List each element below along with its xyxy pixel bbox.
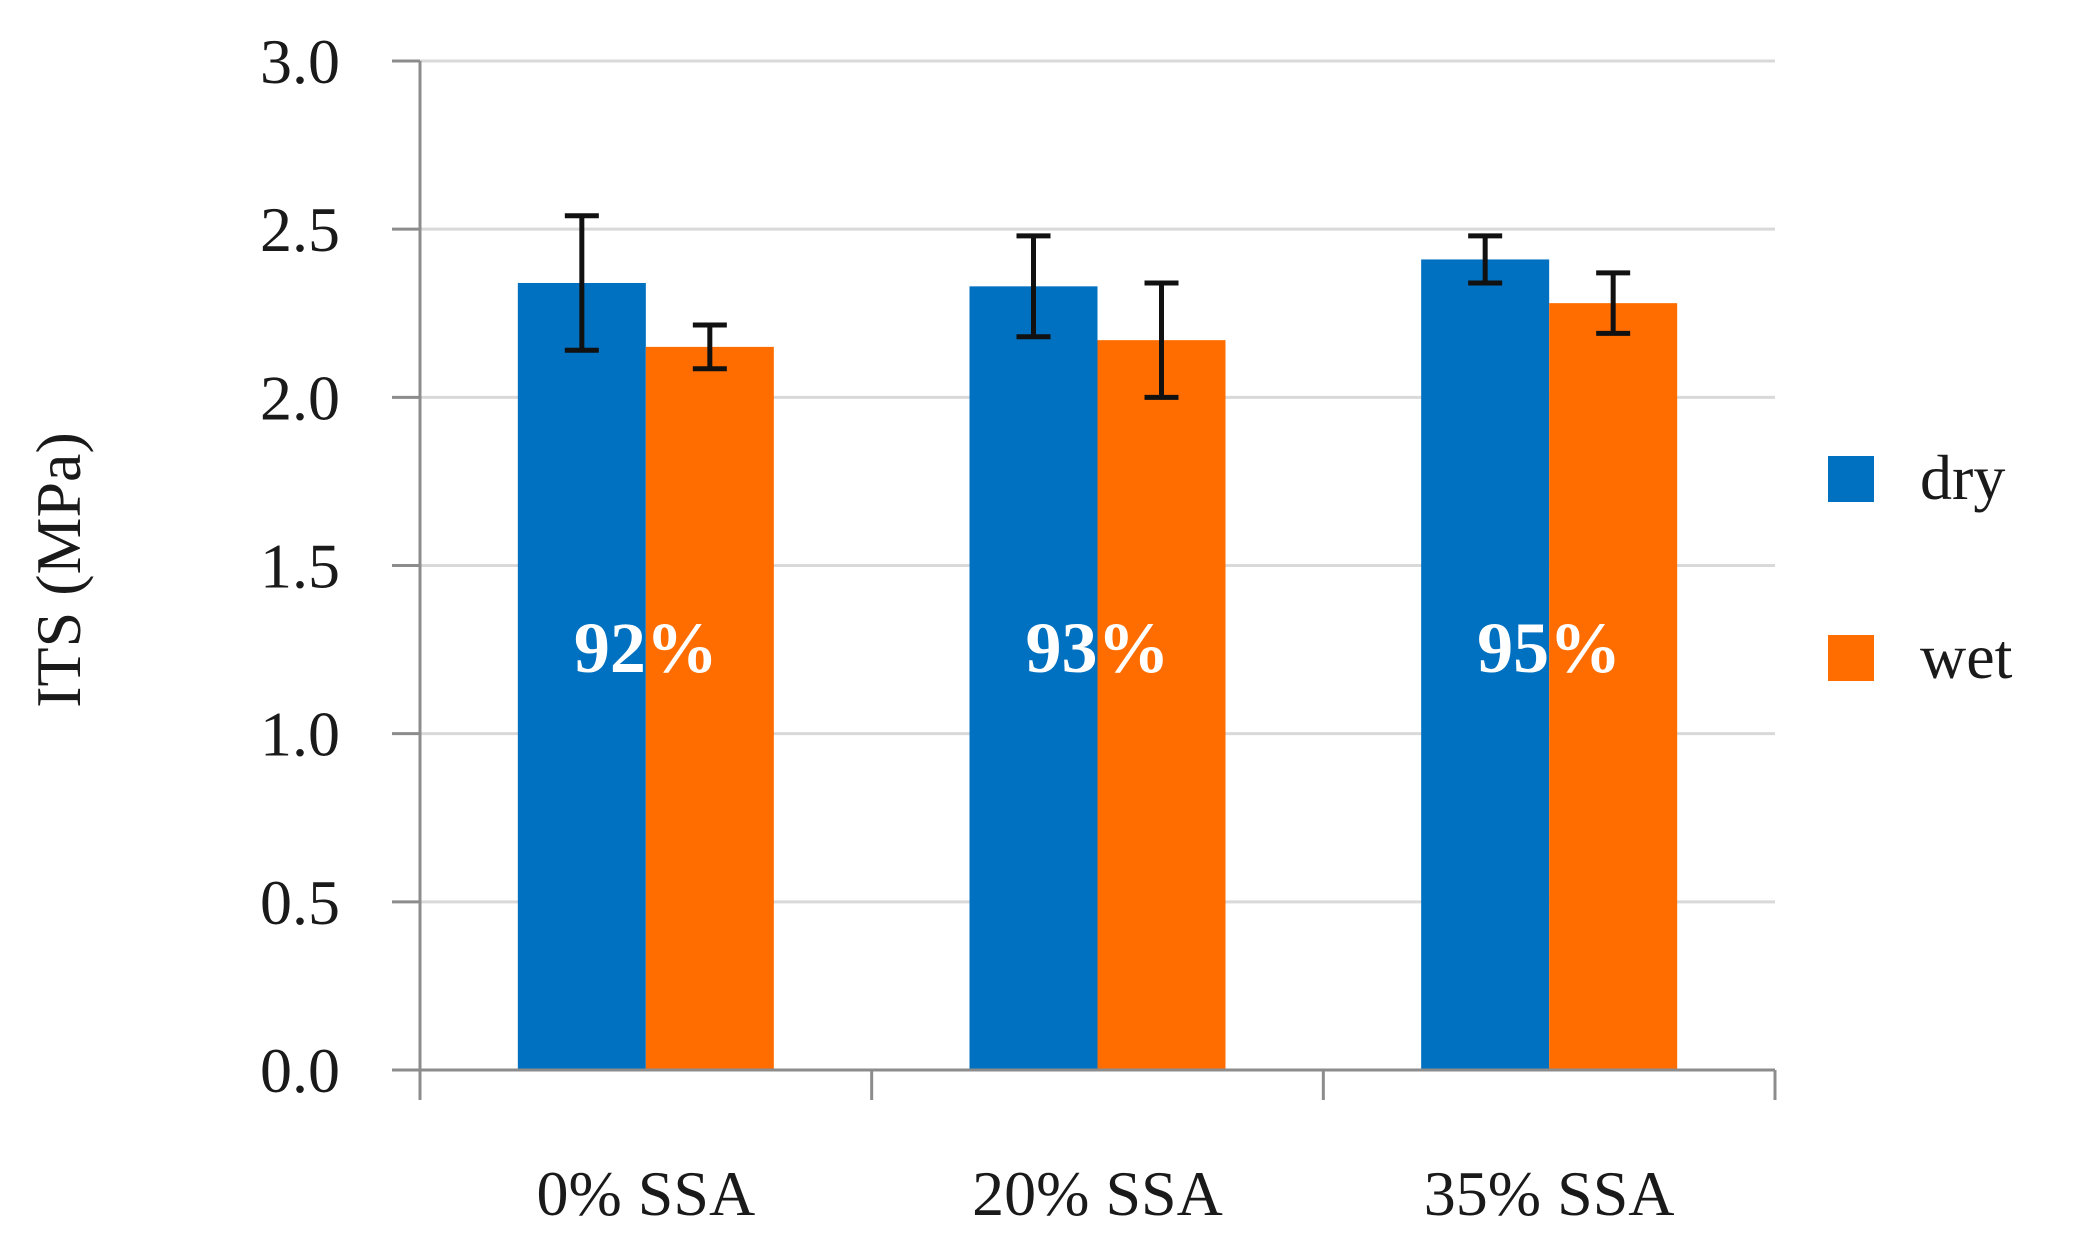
y-tick-label: 2.5 [260,194,340,265]
bar-wet-2 [1549,303,1678,1070]
y-axis-title: ITS (MPa) [23,432,94,708]
ratio-label: 95% [1477,608,1621,688]
bar-wet-0 [645,346,774,1071]
ratio-label: 93% [1026,608,1170,688]
y-tick-label: 3.0 [260,26,340,97]
axes [392,61,1777,1100]
y-tick-label: 1.0 [260,699,340,770]
legend: dry wet [1828,442,2013,692]
bar-wet-1 [1097,340,1226,1070]
y-tick-label: 1.5 [260,531,340,602]
ratio-annotations: 92% 93% 95% [574,608,1621,688]
legend-label-wet: wet [1920,621,2013,692]
y-tick-label: 0.5 [260,867,340,938]
ratio-label: 92% [574,608,718,688]
bar-dry-1 [969,286,1098,1070]
x-tick-label: 35% SSA [1424,1158,1675,1229]
error-bars [564,213,1631,400]
y-tick-label: 0.0 [260,1035,340,1106]
y-tick-labels: 0.0 0.5 1.0 1.5 2.0 2.5 3.0 [260,26,340,1106]
legend-swatch-dry [1828,456,1874,502]
legend-swatch-wet [1828,635,1874,681]
y-tick-label: 2.0 [260,362,340,433]
x-tick-labels: 0% SSA 20% SSA 35% SSA [536,1158,1674,1229]
x-tick-label: 0% SSA [536,1158,755,1229]
x-tick-label: 20% SSA [972,1158,1223,1229]
bars [517,259,1678,1071]
bar-dry-2 [1421,259,1550,1071]
legend-label-dry: dry [1920,442,2005,513]
bar-dry-0 [517,282,646,1071]
